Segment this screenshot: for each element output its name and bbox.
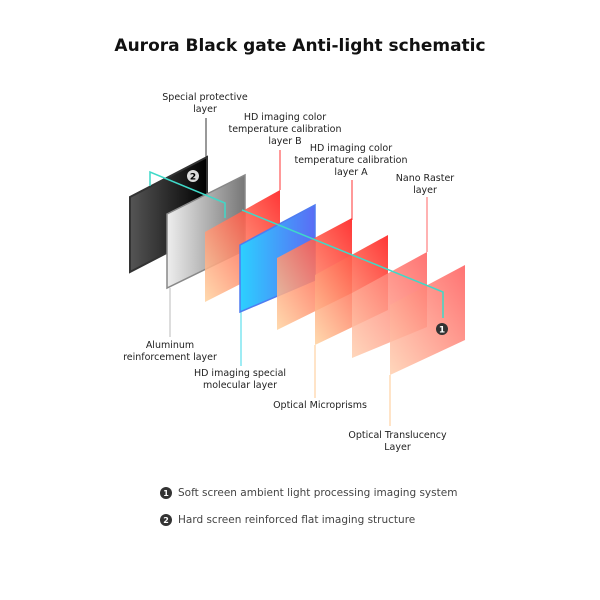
number-one-icon: 1 [160,487,172,499]
marker-two-text: 2 [190,173,196,183]
label-nano-raster: Nano Raster layer [395,173,455,196]
legend-text: Hard screen reinforced flat imaging stru… [178,514,416,526]
diagram-title: Aurora Black gate Anti-light schematic [114,36,486,56]
label-molecular: HD imaging special molecular layer [193,368,287,391]
legend-text: Soft screen ambient light processing ima… [178,487,458,499]
label-translucency: Optical Translucency Layer [348,430,447,453]
label-special-protective: Special protective layer [162,92,248,115]
label-calibration-a: HD imaging color temperature calibration l… [294,143,408,178]
marker-two [187,170,199,182]
marker-one-text: 1 [439,326,445,336]
legend-item-2: 2 Hard screen reinforced flat imaging st… [160,514,415,526]
soft-screen-path [241,209,444,318]
label-calibration-b: HD imaging color temperature calibration l… [228,112,342,147]
number-two-icon: 2 [160,514,172,526]
label-aluminum: Aluminum reinforcement layer [123,340,217,363]
label-microprisms: Optical Microprisms [273,400,367,411]
translucency-panel [390,265,465,375]
marker-one [436,323,448,335]
hard-screen-path [149,170,226,218]
legend-item-1: 1 Soft screen ambient light processing i… [160,487,457,499]
